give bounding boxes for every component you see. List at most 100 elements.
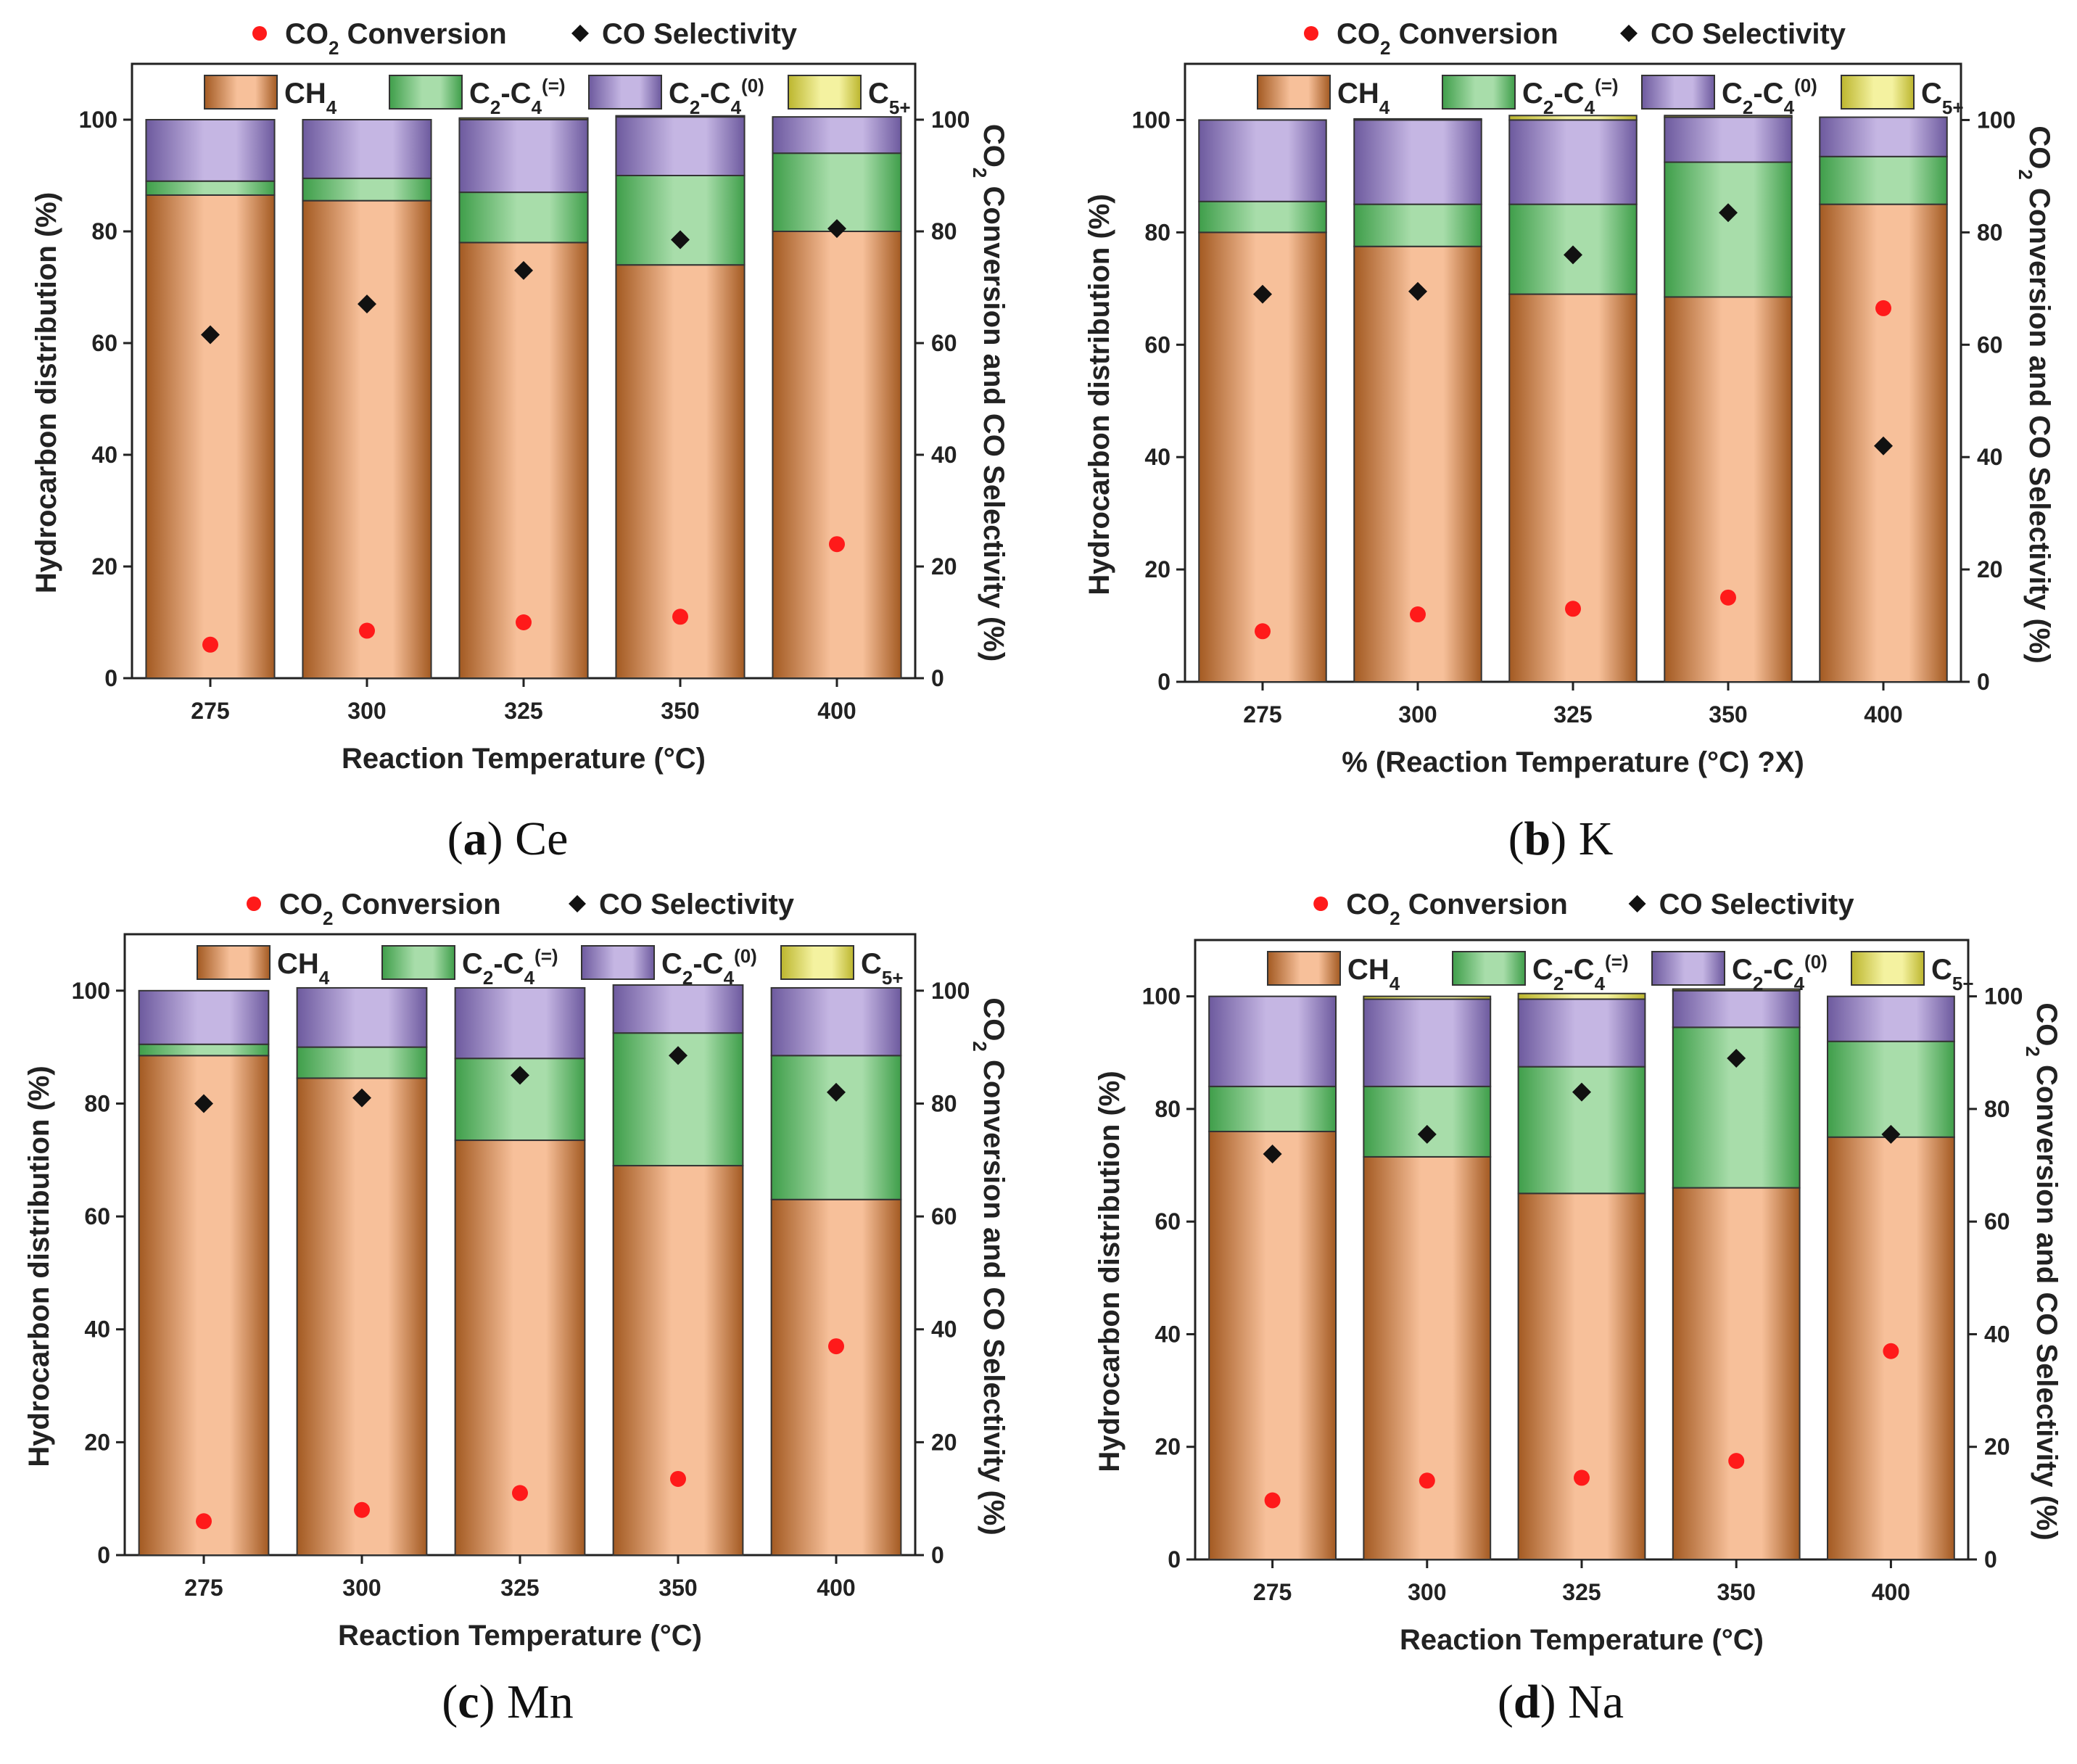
bar-c2c4-olefin-350 [615, 175, 746, 266]
bars [1208, 988, 1955, 1561]
right-tick-label: 0 [931, 1542, 944, 1568]
bar-ch4-350 [1664, 296, 1793, 683]
x-axis: 275 300 325 350 400 [1243, 682, 1903, 728]
x-axis: 275 300 325 350 400 [184, 1555, 856, 1601]
left-tick-label: 20 [1155, 1434, 1181, 1460]
scatter-points [201, 219, 846, 653]
left-tick-label: 100 [1142, 984, 1181, 1010]
co-selectivity-point-400 [827, 1082, 846, 1102]
bars [138, 984, 902, 1557]
co-selectivity-point-325 [1564, 245, 1582, 265]
right-axis-title: CO2 Conversion and CO Selectivity (%) [2015, 125, 2055, 663]
legend-swatch-ch4 [204, 75, 278, 110]
left-axis: 0 20 40 60 80 100 [72, 978, 125, 1568]
legend-label-ch4: CH4 [284, 78, 337, 118]
co2-conversion-point-300 [359, 622, 375, 639]
bar-c2c4-paraffin-400 [1819, 116, 1948, 157]
left-tick-label: 80 [91, 218, 117, 244]
legend-co-selectivity-label: CO Selectivity [602, 18, 798, 50]
bar-c5plus-300 [1363, 995, 1492, 1000]
bar-legend: CH4 C2-C4(=) C2-C4(0) C5+ [1267, 951, 1974, 994]
right-tick-label: 80 [1984, 1096, 2010, 1122]
legend-swatch-c5plus [1851, 951, 1925, 986]
bar-c2c4-olefin-300 [296, 1046, 428, 1079]
co-selectivity-point-300 [352, 1088, 371, 1108]
left-tick-label: 40 [1144, 444, 1170, 470]
bar-ch4-400 [770, 1198, 902, 1556]
x-tick-label-275: 275 [1243, 701, 1281, 728]
bar-c2c4-olefin-275 [138, 1043, 270, 1057]
bar-c2c4-paraffin-300 [302, 119, 432, 179]
bar-c2c4-paraffin-300 [1363, 998, 1492, 1087]
right-tick-label: 40 [1977, 444, 2003, 470]
right-tick-label: 60 [931, 330, 957, 356]
bar-ch4-350 [612, 1165, 744, 1556]
bar-c5plus-300 [1353, 118, 1482, 121]
legend-label-c5plus: C5+ [1921, 78, 1964, 118]
left-tick-label: 60 [1144, 331, 1170, 358]
legend-label-c2c4-paraffin: C2-C4(0) [1722, 75, 1817, 118]
bar-c2c4-paraffin-325 [458, 119, 589, 194]
legend-swatch-c5plus [788, 75, 862, 110]
legend-swatch-c2c4-paraffin [1651, 951, 1725, 986]
legend-label-c2c4-olefin: C2-C4(=) [1522, 75, 1619, 118]
legend-co2-conversion-label: CO2 Conversion [1346, 889, 1568, 929]
bar-ch4-325 [1508, 293, 1638, 683]
right-axis: 0 20 40 60 80 100 [915, 107, 970, 691]
bar-c2c4-paraffin-350 [615, 116, 746, 176]
x-tick-label-350: 350 [1717, 1579, 1756, 1605]
scatter-points [194, 1046, 846, 1530]
bars [145, 115, 902, 679]
x-axis-title: Reaction Temperature (°C) [1400, 1624, 1764, 1656]
co-selectivity-point-275 [1253, 284, 1272, 304]
co2-conversion-point-275 [196, 1513, 212, 1530]
x-tick-label-400: 400 [1864, 701, 1902, 728]
legend-label-ch4: CH4 [277, 948, 330, 989]
left-tick-label: 20 [1144, 556, 1170, 582]
left-axis: 0 20 40 60 80 100 [1132, 107, 1185, 695]
bar-legend: CH4 C2-C4(=) C2-C4(0) C5+ [1257, 75, 1964, 118]
panel-c: CO2 Conversion CO Selectivity CH4 C2-C4(=) C… [23, 889, 1009, 1728]
x-tick-label-325: 325 [504, 698, 542, 724]
bar-c2c4-paraffin-350 [612, 984, 744, 1034]
left-tick-label: 40 [84, 1316, 110, 1343]
legend-label-c2c4-olefin: C2-C4(=) [1532, 951, 1629, 994]
co2-conversion-point-400 [1875, 300, 1891, 316]
co-selectivity-point-350 [671, 230, 690, 250]
left-axis: 0 20 40 60 80 100 [1142, 984, 1195, 1573]
right-tick-label: 40 [931, 1316, 957, 1343]
bar-ch4-350 [1672, 1187, 1801, 1561]
legend-swatch-ch4 [1267, 951, 1341, 986]
scatter-legend: CO2 Conversion CO Selectivity [1304, 18, 1846, 59]
x-axis-title: Reaction Temperature (°C) [342, 743, 706, 775]
bar-legend: CH4 C2-C4(=) C2-C4(0) C5+ [197, 945, 904, 989]
left-tick-label: 20 [91, 553, 117, 580]
scatter-legend: CO2 Conversion CO Selectivity [252, 18, 798, 59]
left-tick-label: 80 [1144, 219, 1170, 245]
right-tick-label: 0 [1984, 1546, 1997, 1573]
legend-co-selectivity-label: CO Selectivity [599, 889, 795, 920]
legend-co-selectivity-marker [1620, 25, 1638, 42]
left-axis: 0 20 40 60 80 100 [79, 107, 132, 691]
legend-co2-conversion-marker [1304, 26, 1318, 41]
bar-c2c4-paraffin-275 [145, 119, 276, 182]
legend-swatch-c2c4-paraffin [588, 75, 662, 110]
co-selectivity-point-275 [194, 1094, 213, 1113]
left-tick-label: 60 [91, 330, 117, 356]
left-tick-label: 100 [1132, 107, 1170, 133]
legend-label-c5plus: C5+ [1931, 954, 1974, 994]
right-tick-label: 80 [931, 1090, 957, 1116]
co2-conversion-point-325 [512, 1485, 528, 1501]
bar-c5plus-350 [615, 115, 746, 118]
right-tick-label: 60 [1977, 331, 2003, 358]
legend-co-selectivity-label: CO Selectivity [1651, 18, 1846, 50]
legend-co2-conversion-marker [252, 26, 267, 41]
co2-conversion-point-400 [1883, 1343, 1899, 1359]
co-selectivity-point-275 [1263, 1145, 1282, 1164]
co-selectivity-point-400 [827, 219, 846, 239]
co2-conversion-point-350 [672, 609, 688, 625]
legend-swatch-c2c4-paraffin [581, 945, 655, 980]
left-tick-label: 0 [1168, 1546, 1181, 1573]
scatter-legend: CO2 Conversion CO Selectivity [247, 889, 795, 929]
